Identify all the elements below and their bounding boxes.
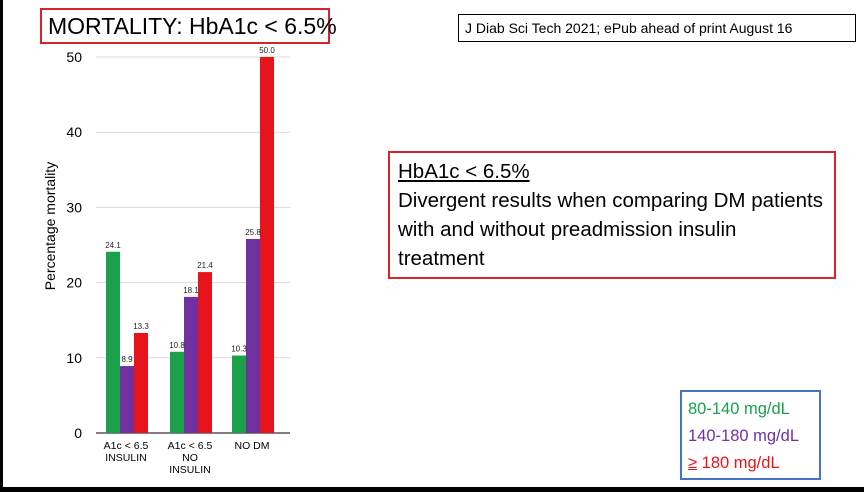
citation-text: J Diab Sci Tech 2021; ePub ahead of prin… (465, 20, 793, 36)
y-tick-label: 10 (66, 350, 82, 366)
legend-entry-180-plus: ≥ 180 mg/dL (688, 450, 813, 477)
citation: J Diab Sci Tech 2021; ePub ahead of prin… (458, 14, 856, 42)
bar (134, 332, 148, 433)
y-tick-label: 20 (66, 275, 82, 291)
data-label: 13.3 (133, 322, 149, 331)
bar (170, 351, 184, 433)
category-label: INSULIN (105, 452, 146, 464)
legend-entry-140-180: 140-180 mg/dL (688, 423, 813, 450)
category-label: NO (182, 452, 198, 464)
y-axis-title: Percentage mortality (42, 162, 58, 290)
y-tick-label: 50 (66, 49, 82, 65)
data-label: 24.1 (105, 241, 121, 250)
legend-entry-80-140: 80-140 mg/dL (688, 396, 813, 423)
bars (106, 57, 274, 433)
legend-ge-symbol: ≥ (688, 454, 698, 472)
data-label: 10.3 (231, 345, 247, 354)
slide-title: MORTALITY: HbA1c < 6.5% (40, 8, 337, 44)
bar (232, 355, 246, 433)
note-heading: HbA1c < 6.5% (398, 160, 530, 183)
y-tick-label: 30 (66, 199, 82, 215)
data-label: 21.4 (197, 261, 213, 270)
bar (120, 366, 134, 433)
data-label: 25.8 (245, 228, 261, 237)
legend: 80-140 mg/dL 140-180 mg/dL ≥ 180 mg/dL (680, 390, 821, 480)
note-box: HbA1c < 6.5% Divergent results when comp… (388, 151, 836, 279)
bottom-border (0, 487, 864, 492)
data-label: 10.8 (169, 341, 185, 350)
left-border (0, 0, 3, 492)
legend-label: 140-180 mg/dL (688, 427, 799, 445)
data-label: 50.0 (259, 46, 275, 55)
bar (184, 296, 198, 433)
bar (260, 57, 274, 433)
category-label: NO DM (235, 440, 270, 452)
bar (198, 272, 212, 433)
data-label: 18.1 (183, 286, 199, 295)
data-label: 8.9 (121, 355, 133, 364)
y-tick-label: 40 (66, 124, 82, 140)
legend-label: 180 mg/dL (697, 454, 780, 472)
slide-title-text: MORTALITY: HbA1c < 6.5% (48, 13, 337, 39)
category-label: A1c < 6.5 (104, 440, 149, 452)
note-body: Divergent results when comparing DM pati… (398, 189, 823, 270)
category-label: INSULIN (169, 464, 210, 476)
bar (246, 238, 260, 433)
legend-label: 80-140 mg/dL (688, 400, 790, 418)
bar (106, 251, 120, 433)
category-label: A1c < 6.5 (168, 440, 213, 452)
y-tick-label: 0 (74, 425, 82, 441)
